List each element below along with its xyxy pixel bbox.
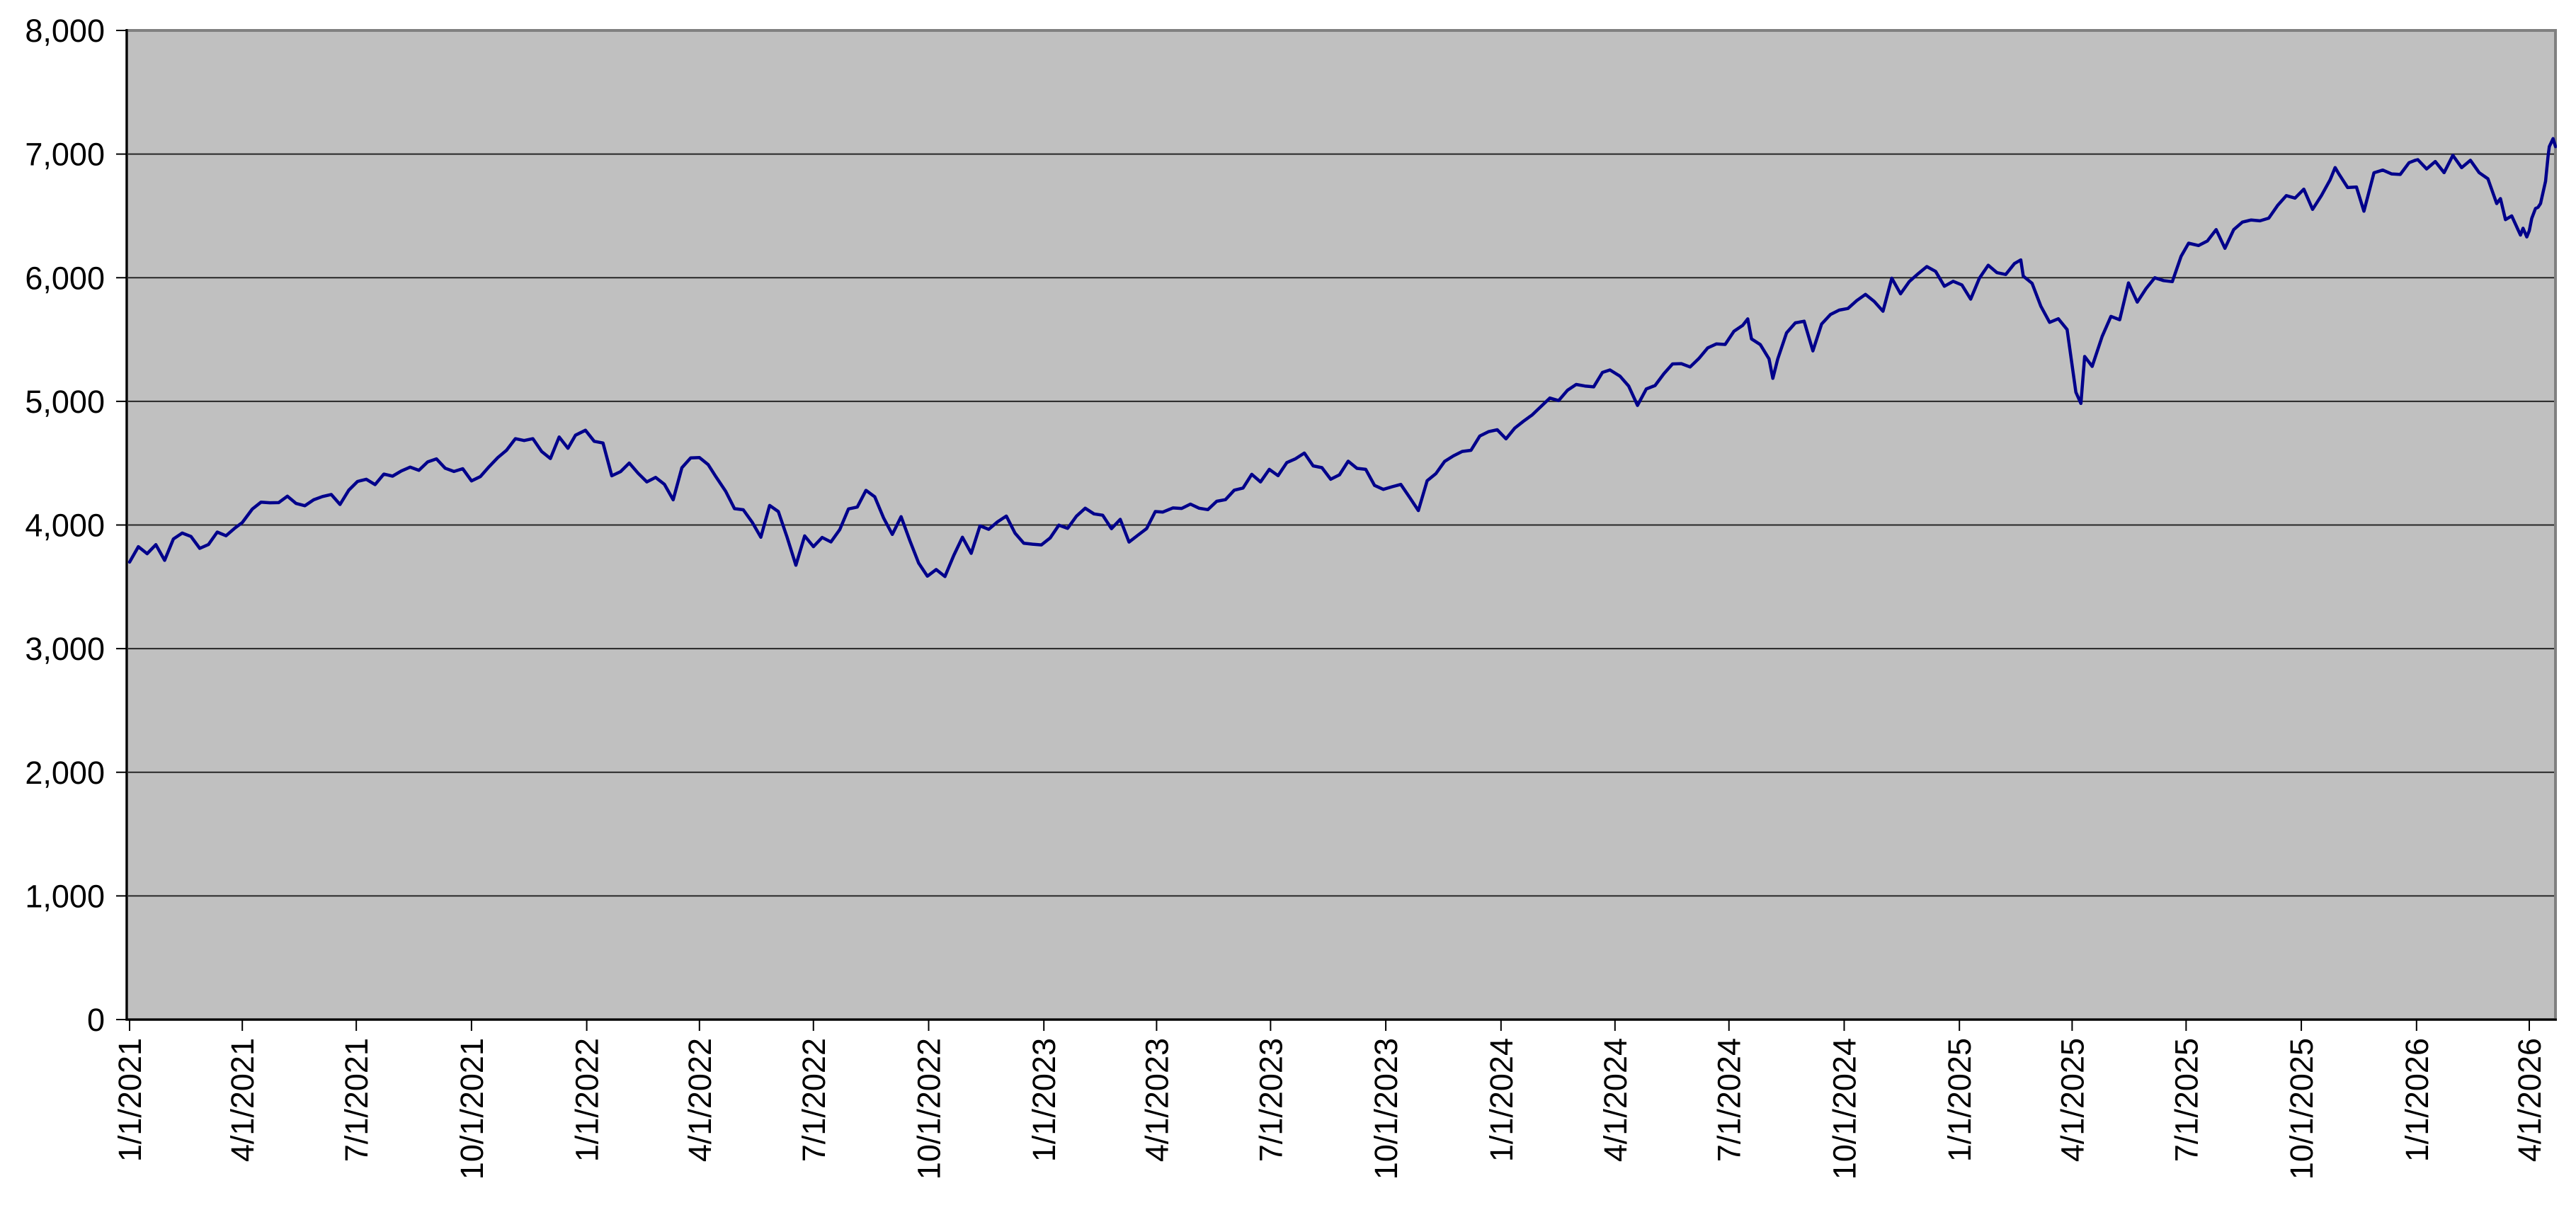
x-axis-tick-label: 7/1/2023 [1253, 1038, 1289, 1162]
y-axis-tick-label: 7,000 [25, 137, 105, 173]
x-axis-tick-label: 1/1/2026 [2399, 1038, 2435, 1162]
y-axis-tick-label: 1,000 [25, 878, 105, 914]
y-axis-tick-label: 0 [87, 1002, 105, 1038]
x-axis-tick-label: 1/1/2022 [569, 1038, 605, 1162]
x-axis-tick-label: 4/1/2026 [2512, 1038, 2548, 1162]
x-axis-tick-label: 4/1/2023 [1139, 1038, 1175, 1162]
y-axis-tick-label: 5,000 [25, 384, 105, 420]
x-axis-tick-label: 10/1/2021 [454, 1038, 490, 1180]
x-axis-tick-label: 1/1/2024 [1483, 1038, 1520, 1162]
x-axis-tick-label: 1/1/2025 [1942, 1038, 1978, 1162]
x-axis-tick-label: 10/1/2022 [911, 1038, 947, 1180]
x-axis-tick-label: 10/1/2025 [2284, 1038, 2320, 1180]
x-axis-tick-label: 7/1/2021 [338, 1038, 375, 1162]
y-axis-tick-label: 6,000 [25, 260, 105, 296]
x-axis-tick-label: 10/1/2023 [1368, 1038, 1404, 1180]
x-axis-tick-label: 7/1/2024 [1711, 1038, 1748, 1162]
y-axis-tick-label: 2,000 [25, 755, 105, 791]
x-axis-tick-label: 10/1/2024 [1826, 1038, 1862, 1180]
y-axis-tick-label: 4,000 [25, 508, 105, 544]
x-axis-tick-label: 1/1/2021 [112, 1038, 148, 1162]
x-axis-tick-label: 7/1/2022 [796, 1038, 832, 1162]
x-axis-tick-label: 4/1/2021 [224, 1038, 261, 1162]
x-axis-tick-label: 4/1/2024 [1597, 1038, 1634, 1162]
y-axis-tick-label: 8,000 [25, 13, 105, 49]
x-axis-tick-label: 1/1/2023 [1026, 1038, 1062, 1162]
y-axis-tick-label: 3,000 [25, 631, 105, 667]
x-axis-tick-label: 7/1/2025 [2168, 1038, 2204, 1162]
x-axis-tick-label: 4/1/2022 [682, 1038, 718, 1162]
x-axis-tick-label: 4/1/2025 [2054, 1038, 2090, 1162]
price-line [127, 137, 2557, 578]
